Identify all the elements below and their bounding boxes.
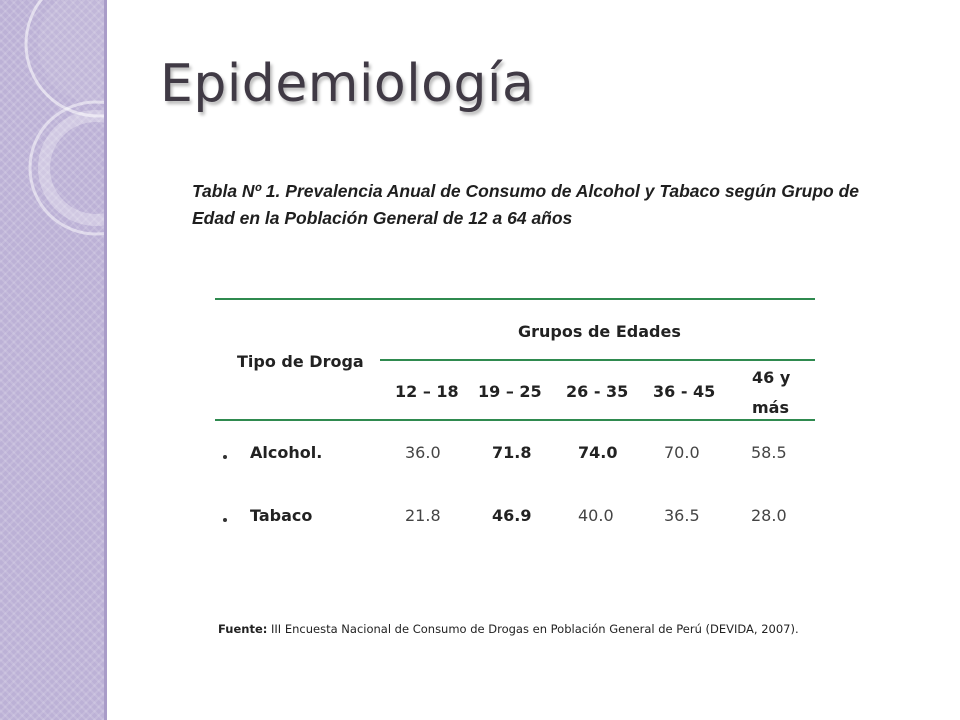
- cell-tabaco-19-25: 46.9: [492, 506, 532, 525]
- group-header-label: Grupos de Edades: [518, 322, 681, 341]
- table-top-rule: [215, 298, 815, 300]
- column-header-19-25: 19 – 25: [478, 382, 542, 401]
- cell-alcohol-26-35: 74.0: [578, 443, 618, 462]
- cell-tabaco-12-18: 21.8: [405, 506, 441, 525]
- cell-alcohol-46: 58.5: [751, 443, 787, 462]
- column-header-26-35: 26 - 35: [566, 382, 629, 401]
- cell-tabaco-46: 28.0: [751, 506, 787, 525]
- group-header-rule: [380, 359, 815, 361]
- column-header-36-45: 36 - 45: [653, 382, 716, 401]
- row-label-tabaco: Tabaco: [250, 506, 313, 525]
- decorative-sidebar: [0, 0, 107, 720]
- cell-alcohol-36-45: 70.0: [664, 443, 700, 462]
- bullet-icon: [223, 455, 227, 459]
- cell-alcohol-12-18: 36.0: [405, 443, 441, 462]
- column-header-46-line1: 46 y: [752, 368, 791, 387]
- cell-alcohol-19-25: 71.8: [492, 443, 532, 462]
- source-note: Fuente: III Encuesta Nacional de Consumo…: [218, 622, 799, 636]
- row-header-label: Tipo de Droga: [237, 352, 364, 371]
- header-bottom-rule: [215, 419, 815, 421]
- bullet-icon: [223, 518, 227, 522]
- column-header-46-line2: más: [752, 398, 789, 417]
- decorative-circles: [24, 0, 104, 236]
- slide-title: Epidemiología: [160, 54, 535, 114]
- source-label: Fuente:: [218, 622, 268, 636]
- cell-tabaco-26-35: 40.0: [578, 506, 614, 525]
- table-caption: Tabla Nº 1. Prevalencia Anual de Consumo…: [192, 181, 859, 228]
- cell-tabaco-36-45: 36.5: [664, 506, 700, 525]
- row-label-alcohol: Alcohol.: [250, 443, 323, 462]
- source-text: III Encuesta Nacional de Consumo de Drog…: [267, 622, 799, 636]
- column-header-12-18: 12 – 18: [395, 382, 459, 401]
